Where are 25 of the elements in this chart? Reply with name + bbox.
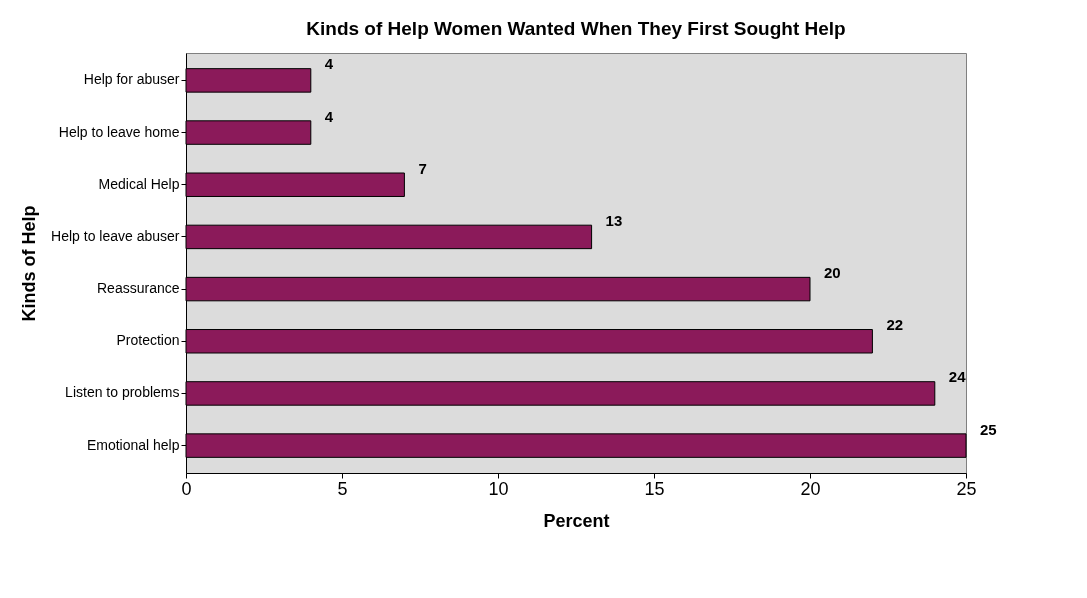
data-label: 13 — [605, 211, 623, 229]
data-label: 24 — [948, 368, 967, 386]
data-label: 22 — [886, 316, 904, 334]
x-tick-label: 5 — [337, 478, 348, 499]
y-tick-label: Help to leave abuser — [51, 227, 180, 244]
data-label: 25 — [980, 420, 997, 438]
x-axis-title: Percent — [543, 510, 610, 531]
y-tick-label: Help for abuser — [83, 71, 180, 88]
x-tick-label: 10 — [488, 478, 509, 499]
y-tick-label: Emotional help — [86, 436, 180, 453]
chart-title: Kinds of Help Women Wanted When They First Sought Help — [306, 18, 846, 39]
data-label: 20 — [824, 264, 841, 282]
y-tick-label: Reassurance — [97, 280, 180, 297]
y-tick-label: Protection — [116, 332, 180, 349]
y-tick-label: Help to leave home — [58, 123, 180, 140]
x-tick-label: 25 — [956, 478, 977, 499]
y-axis-title: Kinds of Help — [19, 205, 40, 322]
data-label: 4 — [324, 55, 334, 73]
data-label: 4 — [324, 107, 334, 125]
y-tick-label: Medical Help — [98, 175, 180, 192]
y-tick-label: Listen to problems — [65, 384, 180, 401]
x-tick-label: 20 — [800, 478, 821, 499]
data-label: 7 — [418, 159, 427, 177]
x-tick-label: 15 — [644, 478, 665, 499]
x-tick-label: 0 — [181, 478, 192, 499]
